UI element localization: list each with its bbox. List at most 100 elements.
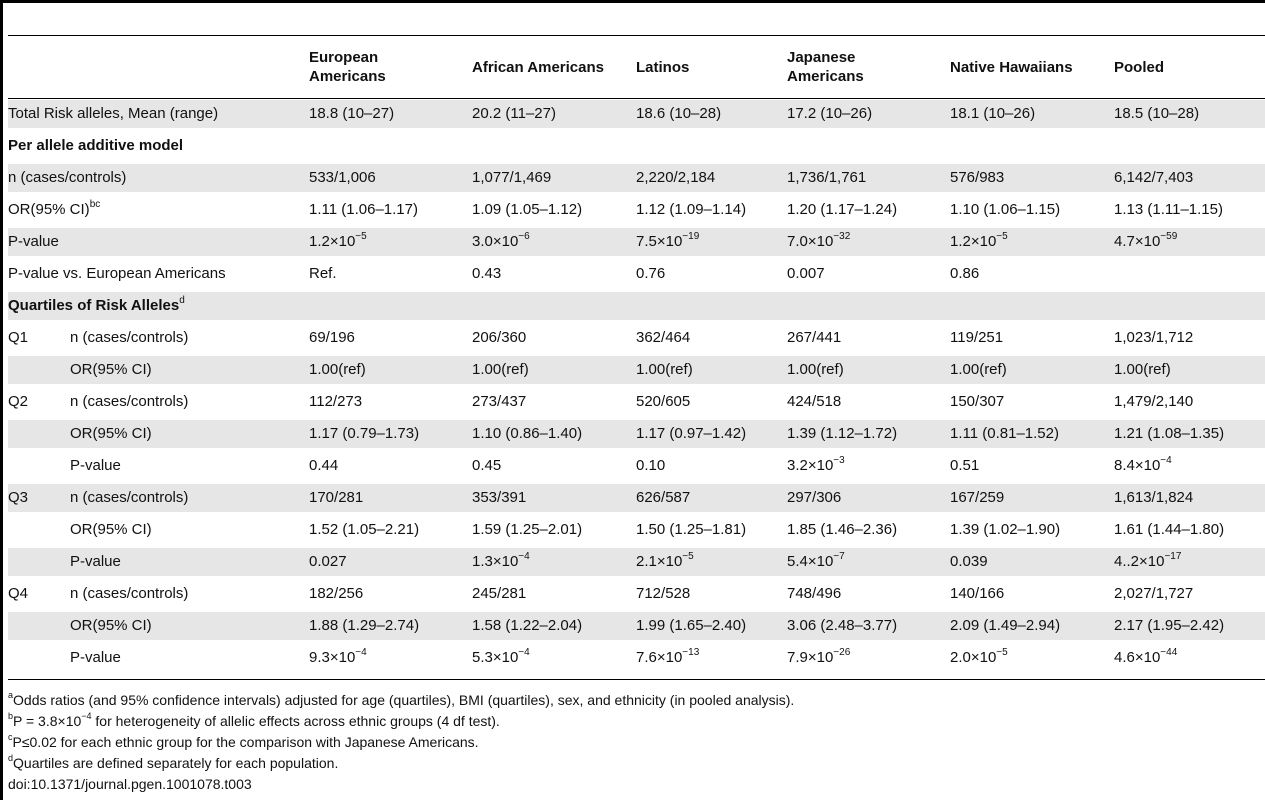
header-japanese-americans: Japanese Americans [787,49,864,85]
table-cell: 1.00(ref) [636,361,693,378]
row-label: OR(95% CI)bc [8,199,101,219]
table-cell: 4..2×10−17 [1114,551,1182,571]
header-pooled: Pooled [1114,58,1165,76]
table-cell: 1,613/1,824 [1114,489,1194,506]
section-label: Quartiles of Risk Allelesd [8,295,185,315]
table-cell: 18.1 (10–26) [950,105,1036,122]
table-row: P-value 0.027 1.3×10−4 2.1×10−5 5.4×10−7 0.03… [8,548,1265,576]
table-cell: 1.20 (1.17–1.24) [787,201,898,218]
header-european-americans: European Americans [309,49,386,85]
exponent: −3 [833,455,845,466]
table-cell: 1.61 (1.44–1.80) [1114,521,1225,538]
header-native-hawaiians: Native Hawaiians [950,58,1073,76]
table-cell: 712/528 [636,585,691,602]
table-cell: 520/605 [636,393,691,410]
table-row: P-value vs. European Americans Ref. 0.43 0.… [8,260,1265,288]
exponent: −5 [996,231,1008,242]
exponent: −4 [355,647,367,658]
row-label: n (cases/controls) [8,169,127,186]
table-cell: 4.7×10−59 [1114,231,1178,251]
table-cell: 267/441 [787,329,842,346]
table-cell: 748/496 [787,585,842,602]
footnotes: aOdds ratios (and 95% confidence interva… [8,690,1258,795]
table-cell: 1.17 (0.97–1.42) [636,425,747,442]
table-cell: 0.51 [950,457,980,474]
table-cell: 1.11 (1.06–1.17) [309,201,418,218]
table-cell: 1.10 (0.86–1.40) [472,425,583,442]
table-cell: 1.13 (1.11–1.15) [1114,201,1223,218]
table-row: Q4 n (cases/controls) 182/256 245/281 712/52… [8,580,1265,608]
row-sublabel: OR(95% CI) [70,361,152,378]
table-cell: 182/256 [309,585,364,602]
table-row: P-value 1.2×10−5 3.0×10−6 7.5×10−19 7.0×10−3… [8,228,1265,256]
footnote-mark: b [8,711,14,722]
table-cell: 2.1×10−5 [636,551,694,571]
table-cell: 5.3×10−4 [472,647,530,667]
row-label: Q3 [8,489,29,506]
table-cell: 140/166 [950,585,1005,602]
table-cell: 4.6×10−44 [1114,647,1178,667]
row-label: Q1 [8,329,29,346]
table-cell: 1.12 (1.09–1.14) [636,201,747,218]
table-cell: 119/251 [950,329,1004,346]
table-cell: 2,220/2,184 [636,169,716,186]
table-cell: 245/281 [472,585,527,602]
table-cell: 3.0×10−6 [472,231,530,251]
table-cell: 0.027 [309,553,347,570]
table-row: Q3 n (cases/controls) 170/281 353/391 626/58… [8,484,1265,512]
table-cell: 1.39 (1.12–1.72) [787,425,898,442]
table-cell: 0.76 [636,265,666,282]
table-cell: 1.2×10−5 [309,231,367,251]
table-row: OR(95% CI)bc 1.11 (1.06–1.17) 1.09 (1.05–1… [8,196,1265,224]
table-cell: Ref. [309,265,337,282]
exponent: −6 [518,231,530,242]
table-cell: 112/273 [309,393,363,410]
table-cell: 1.17 (0.79–1.73) [309,425,420,442]
table-cell: 1.88 (1.29–2.74) [309,617,420,634]
table-cell: 3.2×10−3 [787,455,845,475]
row-label: P-value [8,233,59,250]
table-cell: 1,736/1,761 [787,169,867,186]
table-cell: 2,027/1,727 [1114,585,1194,602]
table-cell: 1.85 (1.46–2.36) [787,521,898,538]
exponent: −5 [355,231,367,242]
row-sublabel: n (cases/controls) [70,585,189,602]
left-border [0,0,3,800]
table-cell: 353/391 [472,489,527,506]
footnote-b: bP = 3.8×10−4 for heterogeneity of allel… [8,711,500,729]
row-sublabel: P-value [70,553,121,570]
exponent: −4 [518,647,530,658]
table-cell: 7.6×10−13 [636,647,700,667]
section-label: Per allele additive model [8,137,184,154]
table-cell: 1.59 (1.25–2.01) [472,521,583,538]
table-cell: 533/1,006 [309,169,376,186]
header-bottom-rule [8,98,1265,99]
table-cell: 6,142/7,403 [1114,169,1194,186]
row-sublabel: n (cases/controls) [70,329,189,346]
exponent: −59 [1160,231,1178,242]
table-row: Q2 n (cases/controls) 112/273 273/437 520/60… [8,388,1265,416]
table-cell: 626/587 [636,489,691,506]
row-label: Q2 [8,393,29,410]
row-label: Total Risk alleles, Mean (range) [8,105,219,122]
table-cell: 7.5×10−19 [636,231,700,251]
footnote-d: dQuartiles are defined separately for ea… [8,753,339,771]
exponent: −17 [1164,551,1182,562]
table-cell: 18.5 (10–28) [1114,105,1200,122]
footnote-a: aOdds ratios (and 95% confidence interva… [8,690,795,708]
table-cell: 69/196 [309,329,355,346]
table-cell: 1.99 (1.65–2.40) [636,617,747,634]
footnote-mark: d [179,295,185,306]
table-row: Total Risk alleles, Mean (range) 18.8 (10… [8,100,1265,128]
table-cell: 5.4×10−7 [787,551,845,571]
table-cell: 206/360 [472,329,527,346]
table-cell: 297/306 [787,489,842,506]
table-cell: 0.43 [472,265,502,282]
table-cell: 1.00(ref) [472,361,529,378]
footnote-mark: bc [89,199,101,210]
table-cell: 362/464 [636,329,691,346]
table-cell: 1.52 (1.05–2.21) [309,521,420,538]
table-cell: 1,023/1,712 [1114,329,1194,346]
footnote-c: cP≤0.02 for each ethnic group for the co… [8,732,479,750]
